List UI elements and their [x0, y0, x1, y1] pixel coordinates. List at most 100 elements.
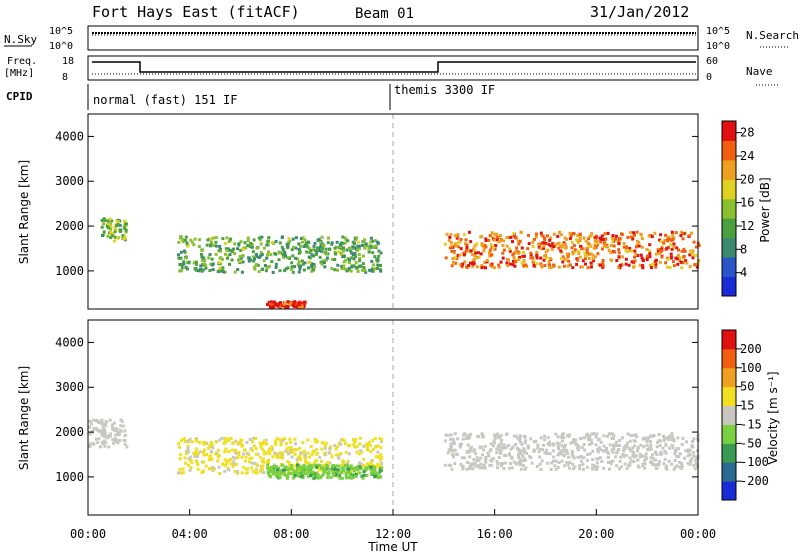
- scatter-mark-3: [657, 251, 661, 255]
- scatter-mark-1: [357, 246, 361, 250]
- scatter-mark-0: [123, 442, 127, 446]
- scatter-mark-3: [539, 231, 543, 235]
- scatter-mark-3: [693, 263, 697, 267]
- scatter-mark-1: [207, 256, 211, 260]
- scatter-mark-3: [505, 236, 509, 239]
- scatter-mark-1: [371, 447, 375, 451]
- scatter-mark-3: [694, 458, 698, 462]
- scatter-mark-3: [540, 459, 544, 463]
- scatter-mark-3: [519, 452, 523, 456]
- x-tick-label-3: 12:00: [375, 527, 411, 541]
- scatter-mark-3: [641, 266, 645, 270]
- scatter-mark-3: [625, 466, 629, 470]
- scatter-mark-1: [180, 263, 184, 267]
- scatter-mark-1: [343, 241, 347, 245]
- scatter-mark-1: [194, 449, 198, 453]
- scatter-mark-3: [520, 261, 524, 265]
- scatter-mark-1: [288, 437, 292, 441]
- scatter-mark-1: [248, 460, 251, 464]
- scatter-mark-1: [340, 267, 344, 271]
- scatter-mark-3: [489, 243, 493, 247]
- scatter-mark-3: [452, 455, 455, 459]
- scatter-mark-3: [488, 251, 492, 255]
- scatter-mark-3: [614, 237, 618, 241]
- scatter-mark-3: [681, 232, 685, 236]
- scatter-mark-1: [183, 238, 187, 242]
- scatter-mark-3: [549, 244, 553, 248]
- scatter-mark-3: [602, 434, 606, 438]
- scatter-mark-2: [361, 476, 365, 480]
- scatter-mark-3: [691, 256, 695, 260]
- colorbar-swatch-6: [722, 159, 736, 180]
- scatter-mark-1: [359, 462, 363, 466]
- scatter-mark-3: [664, 442, 668, 446]
- scatter-mark-3: [641, 264, 645, 268]
- scatter-mark-3: [486, 451, 490, 455]
- scatter-mark-1: [310, 253, 314, 257]
- scatter-mark-2: [286, 305, 290, 309]
- scatter-mark-1: [231, 441, 235, 445]
- scatter-mark-1: [289, 441, 293, 444]
- scatter-mark-2: [278, 476, 282, 480]
- scatter-mark-3: [465, 460, 469, 464]
- scatter-mark-3: [578, 239, 582, 242]
- scatter-mark-1: [204, 266, 208, 270]
- scatter-mark-3: [607, 249, 611, 253]
- scatter-mark-3: [604, 237, 608, 241]
- scatter-mark-1: [254, 436, 258, 440]
- colorbar-swatch-1: [722, 257, 736, 278]
- scatter-mark-1: [373, 255, 377, 259]
- scatter-mark-1: [321, 259, 325, 263]
- scatter-mark-3: [469, 261, 472, 265]
- scatter-mark-1: [329, 445, 332, 449]
- scatter-mark-3: [639, 443, 643, 447]
- scatter-mark-1: [242, 465, 246, 469]
- scatter-mark-3: [597, 446, 601, 450]
- scatter-mark-1: [344, 238, 348, 242]
- scatter-mark-3: [680, 443, 684, 446]
- scatter-mark-3: [492, 238, 496, 242]
- scatter-mark-2: [380, 466, 384, 470]
- scatter-mark-1: [377, 464, 381, 468]
- scatter-mark-0: [115, 236, 119, 240]
- colorbar-swatch-0: [722, 481, 736, 501]
- scatter-mark-3: [694, 253, 698, 257]
- scatter-mark-1: [287, 461, 291, 465]
- scatter-mark-3: [586, 252, 590, 256]
- scatter-mark-3: [612, 244, 616, 248]
- scatter-mark-1: [295, 458, 299, 461]
- scatter-mark-3: [542, 244, 546, 248]
- scatter-mark-3: [617, 242, 621, 246]
- scatter-mark-3: [609, 460, 613, 464]
- scatter-mark-3: [522, 456, 526, 460]
- scatter-mark-3: [640, 245, 644, 249]
- scatter-mark-3: [676, 253, 680, 257]
- x-tick-label-1: 04:00: [172, 527, 208, 541]
- scatter-mark-1: [247, 256, 251, 260]
- scatter-mark-3: [611, 459, 615, 463]
- scatter-mark-1: [217, 454, 221, 457]
- scatter-mark-1: [269, 448, 273, 452]
- scatter-mark-3: [632, 231, 636, 235]
- scatter-mark-1: [236, 441, 240, 445]
- scatter-mark-3: [641, 462, 645, 466]
- scatter-mark-3: [628, 246, 632, 250]
- scatter-mark-3: [472, 450, 476, 453]
- scatter-mark-1: [295, 448, 299, 452]
- scatter-mark-3: [455, 257, 459, 261]
- scatter-mark-3: [458, 445, 462, 449]
- scatter-mark-1: [223, 469, 227, 473]
- scatter-mark-1: [206, 238, 210, 242]
- scatter-mark-3: [561, 243, 565, 246]
- scatter-mark-3: [541, 234, 545, 238]
- scatter-mark-1: [233, 252, 237, 256]
- scatter-mark-1: [233, 448, 237, 452]
- scatter-mark-1: [186, 446, 190, 450]
- scatter-mark-3: [589, 265, 593, 269]
- scatter-mark-3: [654, 458, 658, 462]
- scatter-mark-1: [328, 461, 332, 465]
- scatter-mark-3: [479, 235, 483, 239]
- scatter-mark-1: [254, 263, 258, 267]
- scatter-mark-0: [102, 222, 105, 226]
- scatter-mark-3: [651, 463, 655, 466]
